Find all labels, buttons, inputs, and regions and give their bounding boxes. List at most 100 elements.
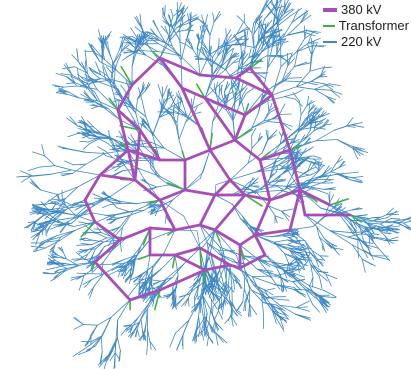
line-220kv bbox=[300, 14, 312, 24]
line-220kv bbox=[56, 217, 74, 221]
line-220kv bbox=[251, 22, 255, 34]
line-220kv bbox=[181, 334, 184, 347]
line-220kv bbox=[232, 309, 239, 317]
line-220kv bbox=[261, 295, 273, 312]
line-220kv bbox=[84, 99, 97, 103]
line-220kv bbox=[325, 273, 338, 280]
line-220kv bbox=[218, 266, 225, 281]
line-220kv bbox=[39, 221, 48, 228]
line-220kv bbox=[309, 251, 318, 260]
line-220kv bbox=[318, 236, 328, 244]
line-220kv bbox=[32, 151, 45, 157]
line-220kv bbox=[30, 220, 37, 230]
line-220kv bbox=[69, 148, 86, 153]
line-220kv bbox=[135, 44, 141, 55]
line-220kv bbox=[138, 288, 145, 295]
line-220kv bbox=[279, 315, 290, 320]
line-220kv bbox=[63, 263, 77, 266]
line-220kv bbox=[271, 33, 280, 47]
line-220kv bbox=[164, 25, 169, 35]
line-220kv bbox=[94, 198, 106, 203]
line-220kv bbox=[90, 324, 98, 338]
line-220kv bbox=[290, 271, 306, 278]
line-220kv bbox=[64, 160, 74, 166]
line-220kv bbox=[242, 87, 248, 95]
line-220kv bbox=[257, 258, 277, 268]
line-220kv bbox=[293, 286, 305, 297]
line-220kv bbox=[47, 212, 53, 218]
line-380kv bbox=[93, 238, 122, 264]
line-220kv bbox=[274, 14, 288, 26]
line-220kv bbox=[141, 120, 149, 127]
line-220kv bbox=[161, 106, 170, 113]
line-220kv bbox=[346, 125, 356, 128]
line-220kv bbox=[319, 111, 327, 118]
line-220kv bbox=[295, 300, 310, 308]
line-220kv bbox=[266, 297, 281, 300]
line-220kv bbox=[239, 57, 250, 69]
line-220kv bbox=[100, 351, 103, 365]
line-220kv bbox=[118, 130, 124, 139]
line-220kv bbox=[94, 335, 103, 347]
line-380kv bbox=[228, 263, 242, 270]
line-220kv bbox=[236, 15, 245, 24]
line-220kv bbox=[253, 22, 257, 35]
line-220kv bbox=[291, 235, 298, 239]
line-220kv bbox=[57, 197, 67, 210]
line-220kv bbox=[167, 90, 175, 104]
line-220kv bbox=[301, 155, 314, 159]
line-220kv bbox=[133, 282, 144, 285]
line-220kv bbox=[213, 270, 220, 287]
legend-label-220kv: 220 kV bbox=[341, 34, 382, 49]
line-220kv bbox=[120, 44, 130, 53]
line-220kv bbox=[55, 73, 67, 78]
line-220kv bbox=[151, 280, 162, 287]
line-220kv bbox=[146, 268, 153, 282]
line-220kv bbox=[139, 39, 147, 46]
line-380kv bbox=[126, 148, 162, 162]
line-220kv bbox=[174, 15, 179, 27]
line-220kv bbox=[30, 231, 41, 238]
line-220kv bbox=[346, 117, 354, 127]
line-380kv bbox=[180, 86, 212, 152]
line-220kv bbox=[361, 258, 366, 273]
line-220kv bbox=[108, 218, 117, 224]
line-220kv bbox=[210, 309, 216, 323]
line-380kv bbox=[243, 93, 274, 117]
line-220kv bbox=[89, 286, 95, 299]
line-220kv bbox=[68, 204, 89, 209]
line-220kv bbox=[106, 135, 113, 142]
line-220kv bbox=[206, 242, 221, 255]
line-220kv bbox=[287, 52, 293, 67]
line-220kv bbox=[87, 286, 95, 296]
line-220kv bbox=[307, 34, 312, 44]
line-220kv bbox=[111, 65, 117, 75]
line-220kv bbox=[77, 174, 101, 188]
line-220kv bbox=[307, 160, 313, 172]
line-220kv bbox=[326, 96, 337, 101]
line-220kv bbox=[371, 255, 390, 261]
line-220kv bbox=[79, 248, 87, 251]
line-220kv bbox=[95, 61, 101, 76]
line-220kv bbox=[112, 259, 124, 266]
line-220kv bbox=[173, 286, 177, 295]
line-220kv bbox=[50, 169, 73, 175]
line-220kv bbox=[122, 210, 134, 228]
line-220kv bbox=[201, 40, 208, 50]
line-220kv bbox=[272, 155, 290, 164]
line-220kv bbox=[234, 33, 242, 47]
line-220kv bbox=[283, 0, 286, 10]
line-220kv bbox=[203, 47, 211, 61]
line-220kv bbox=[352, 146, 361, 157]
line-220kv bbox=[275, 266, 282, 277]
line-220kv bbox=[194, 331, 202, 339]
line-220kv bbox=[325, 273, 332, 287]
line-220kv bbox=[321, 165, 330, 177]
line-220kv bbox=[103, 354, 109, 369]
line-220kv bbox=[335, 155, 342, 164]
line-220kv bbox=[165, 216, 171, 223]
line-220kv bbox=[263, 118, 274, 122]
line-220kv bbox=[270, 181, 279, 188]
line-380kv bbox=[116, 108, 142, 132]
legend-item-220kv: 220 kV bbox=[323, 34, 409, 50]
